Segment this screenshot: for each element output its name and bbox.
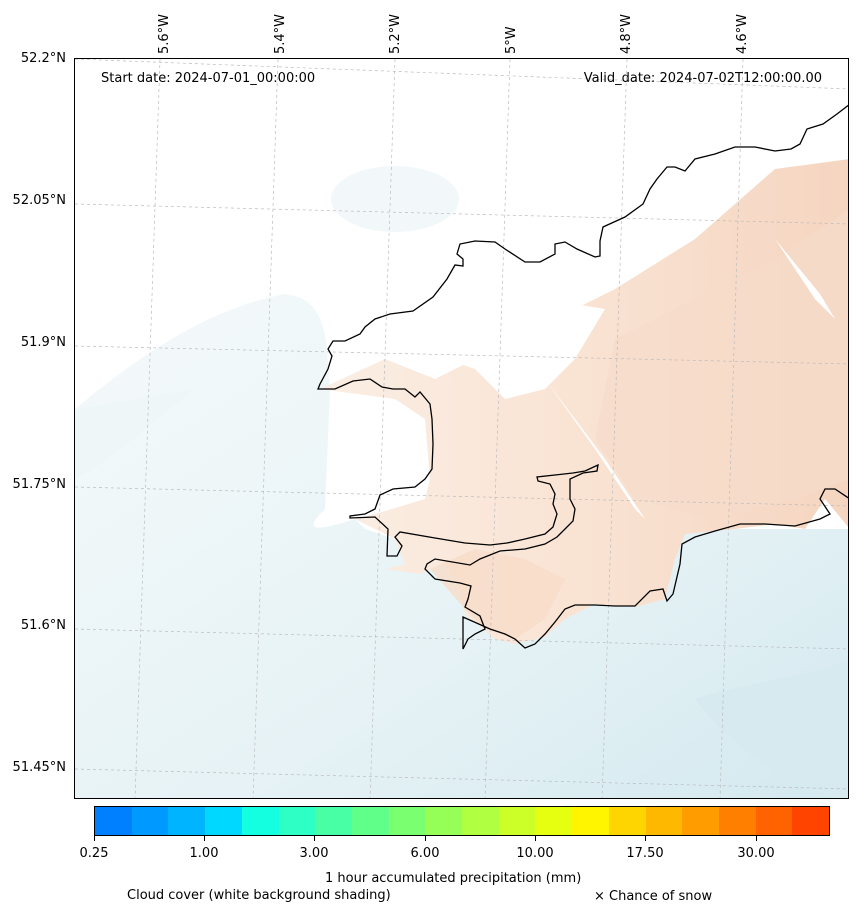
colorbar-tick-mark (756, 836, 757, 841)
colorbar-cell (535, 807, 573, 835)
colorbar-tick-mark (425, 836, 426, 841)
valid-date-label: Valid_date: 2024-07-02T12:00:00.00 (583, 71, 822, 86)
colorbar-tick-label: 1.00 (189, 846, 219, 861)
lat-label-51-45: 51.45°N (12, 760, 66, 775)
lon-label-5-6w: 5.6°W (157, 13, 172, 54)
start-date-label: Start date: 2024-07-01_00:00:00 (101, 71, 316, 86)
colorbar-title: 1 hour accumulated precipitation (mm) (325, 871, 582, 886)
clear-streak (775, 239, 835, 319)
colorbar-tick-label: 0.25 (79, 846, 109, 861)
colorbar-cell (168, 807, 206, 835)
colorbar-tick-label: 10.00 (516, 846, 554, 861)
cloud-cover-caption: Cloud cover (white background shading) (127, 888, 391, 903)
land-shading (320, 159, 848, 644)
colorbar-cell (205, 807, 242, 835)
lon-label-4-6w: 4.6°W (735, 13, 750, 54)
lat-label-51-6: 51.6°N (20, 618, 66, 633)
colorbar-cell (792, 807, 830, 835)
map-panel[interactable]: Start date: 2024-07-01_00:00:00 Valid_da… (74, 58, 849, 799)
cloud-patch-north (331, 166, 459, 232)
lon-label-5-2w: 5.2°W (388, 13, 403, 54)
colorbar-tick-mark (645, 836, 646, 841)
lat-label-52-05: 52.05°N (12, 193, 66, 208)
colorbar-cell (278, 807, 316, 835)
snow-caption: × Chance of snow (594, 889, 713, 904)
colorbar-tick-mark (94, 836, 95, 841)
colorbar-tick-label: 17.50 (626, 846, 664, 861)
colorbar-tick-label: 30.00 (737, 846, 775, 861)
colorbar-cell (351, 807, 389, 835)
colorbar-cell (608, 807, 646, 835)
lon-label-5w: 5°W (504, 26, 519, 54)
coastline (317, 104, 848, 650)
clear-streak (545, 379, 655, 529)
colorbar-cell (498, 807, 536, 835)
precipitation-colorbar (94, 806, 830, 836)
colorbar-cell (388, 807, 426, 835)
colorbar-cell (572, 807, 609, 835)
colorbar-cell (425, 807, 463, 835)
lon-label-4-8w: 4.8°W (619, 13, 634, 54)
colorbar-cell (131, 807, 169, 835)
colorbar-tick-mark (204, 836, 205, 841)
colorbar-cell (241, 807, 279, 835)
colorbar-tick-mark (535, 836, 536, 841)
lat-label-52-2: 52.2°N (20, 51, 66, 66)
colorbar-tick-label: 3.00 (299, 846, 329, 861)
lon-label-5-4w: 5.4°W (273, 13, 288, 54)
colorbar-cell (682, 807, 719, 835)
lat-label-51-9: 51.9°N (20, 335, 66, 350)
sea-dark-streak (695, 659, 848, 798)
colorbar-cell (315, 807, 352, 835)
lat-label-51-75: 51.75°N (12, 477, 66, 492)
colorbar-cell (718, 807, 756, 835)
clear-region (415, 289, 605, 399)
colorbar-cell (755, 807, 793, 835)
colorbar-cell (95, 807, 132, 835)
colorbar-tick-label: 6.00 (410, 846, 440, 861)
colorbar-cell (462, 807, 499, 835)
sea-cloud-shading-upper (75, 389, 195, 479)
land-shading-dark (595, 210, 848, 519)
colorbar-cell (645, 807, 683, 835)
map-canvas (75, 59, 848, 798)
colorbar-tick-mark (314, 836, 315, 841)
land-shading-south (430, 549, 565, 639)
